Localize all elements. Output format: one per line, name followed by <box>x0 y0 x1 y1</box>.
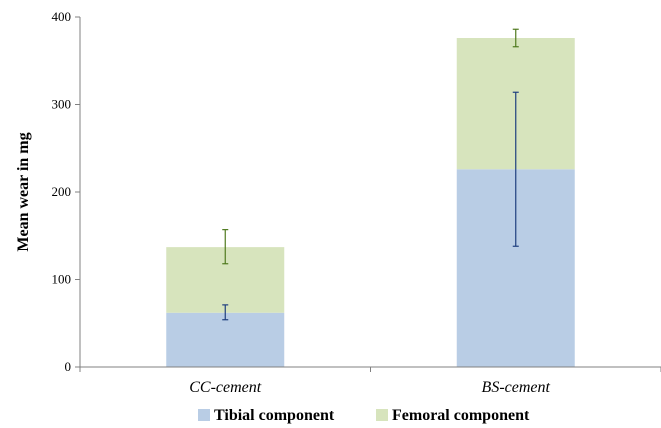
y-tick-label-400: 400 <box>52 9 72 24</box>
y-axis-label: Mean wear in mg <box>15 132 32 251</box>
legend-swatch-tibial <box>198 409 210 421</box>
legend-swatch-femoral <box>376 409 388 421</box>
y-tick-label-200: 200 <box>52 184 72 199</box>
bar-tibial-cc-cement <box>166 312 285 367</box>
y-tick-label-300: 300 <box>52 97 72 112</box>
y-tick-label-0: 0 <box>65 359 72 374</box>
x-category-label-cc-cement: CC-cement <box>189 379 262 396</box>
y-tick-label-100: 100 <box>52 272 72 287</box>
plot-area: 0 100 200 300 400 CC-cement BS-cement <box>52 9 661 396</box>
legend: Tibial component Femoral component <box>198 407 530 424</box>
x-category-label-bs-cement: BS-cement <box>482 379 551 396</box>
legend-label-femoral: Femoral component <box>392 407 530 424</box>
legend-label-tibial: Tibial component <box>214 407 335 424</box>
